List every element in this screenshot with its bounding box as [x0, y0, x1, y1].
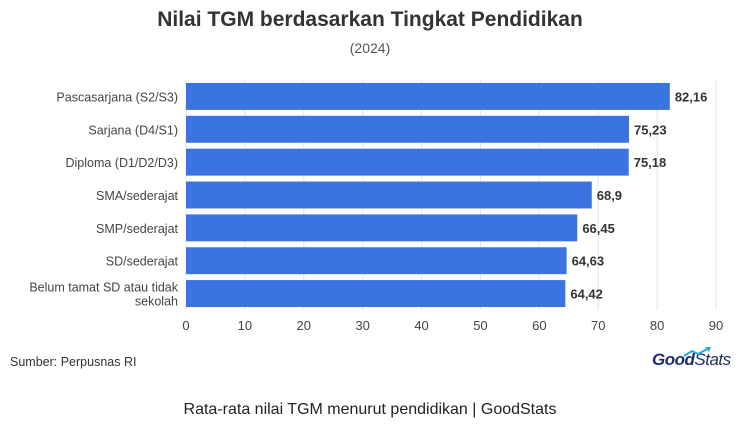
goodstats-logo: GoodStats — [652, 346, 732, 374]
x-tick-label: 40 — [414, 318, 428, 333]
x-tick-label: 0 — [182, 318, 189, 333]
data-label: 75,23 — [634, 122, 667, 137]
trend-arrow-icon — [683, 347, 711, 357]
source-note: Sumber: Perpusnas RI — [10, 355, 137, 369]
category-label: Diploma (D1/D2/D3) — [65, 156, 178, 170]
data-label: 64,63 — [572, 254, 605, 269]
category-label: SMA/sederajat — [96, 189, 179, 203]
category-label: Pascasarjana (S2/S3) — [56, 90, 178, 104]
x-tick-label: 90 — [709, 318, 723, 333]
bar — [186, 247, 567, 275]
footer-caption: Rata-rata nilai TGM menurut pendidikan |… — [183, 401, 557, 418]
bar-chart: 82,16 Pascasarjana (S2/S3) 75,23 Sarjana (D… — [29, 80, 723, 333]
data-label: 68,9 — [597, 188, 622, 203]
bar — [186, 280, 566, 308]
data-label: 66,45 — [582, 221, 615, 236]
bar — [186, 148, 629, 176]
x-tick-label: 70 — [591, 318, 605, 333]
category-label: SMP/sederajat — [96, 222, 179, 236]
bar — [186, 181, 592, 209]
category-label: Sarjana (D4/S1) — [88, 123, 178, 137]
bar — [186, 82, 670, 110]
x-tick-label: 10 — [238, 318, 252, 333]
x-tick-label: 80 — [650, 318, 664, 333]
bar — [186, 214, 578, 242]
data-label: 75,18 — [634, 155, 667, 170]
x-tick-label: 50 — [473, 318, 487, 333]
data-label: 82,16 — [675, 89, 708, 104]
x-tick-label: 20 — [297, 318, 311, 333]
data-label: 64,42 — [570, 287, 603, 302]
chart-subtitle: (2024) — [349, 40, 391, 56]
chart-title: Nilai TGM berdasarkan Tingkat Pendidikan — [157, 8, 583, 31]
x-tick-label: 30 — [355, 318, 369, 333]
chart-card: Nilai TGM berdasarkan Tingkat Pendidikan… — [10, 8, 732, 374]
x-tick-label: 60 — [532, 318, 546, 333]
bar — [186, 115, 630, 143]
category-label: SD/sederajat — [106, 255, 179, 269]
category-label: Belum tamat SD atau tidak sekolah — [29, 281, 178, 309]
